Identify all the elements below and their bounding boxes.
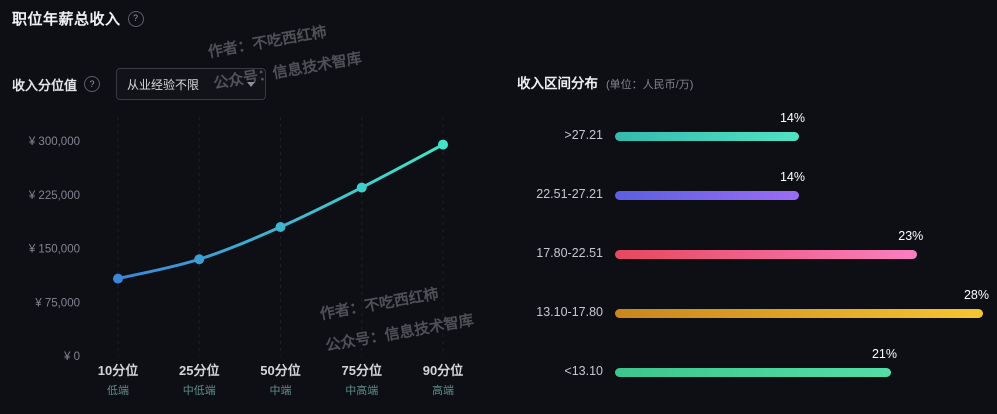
distribution-bar[interactable]: [615, 250, 918, 259]
x-axis-label: 25分位: [179, 363, 219, 378]
y-axis-label: ¥ 75,000: [34, 297, 80, 309]
percentage-label: 28%: [963, 288, 989, 302]
x-axis-label: 75分位: [342, 363, 382, 378]
experience-filter-dropdown[interactable]: 从业经验不限: [116, 68, 267, 100]
income-range-label: >27.21: [564, 128, 603, 142]
x-axis-sublabel: 低端: [107, 384, 129, 397]
chevron-down-icon: [247, 81, 256, 87]
percentage-label: 14%: [779, 170, 805, 184]
page-title-row: 职位年薪总收入 ?: [12, 8, 144, 29]
income-range-label: <13.10: [564, 364, 603, 378]
line-data-point[interactable]: [438, 139, 448, 150]
distribution-bar[interactable]: [615, 191, 799, 200]
distribution-bar[interactable]: [615, 309, 983, 318]
line-data-point[interactable]: [356, 182, 367, 193]
distribution-row: <13.10 21%: [517, 342, 983, 401]
percentile-help-icon[interactable]: ?: [84, 76, 101, 92]
x-axis-label: 50分位: [260, 363, 300, 378]
x-axis-label: 10分位: [98, 363, 138, 378]
experience-filter-value: 从业经验不限: [127, 77, 200, 92]
x-axis-sublabel: 中端: [270, 384, 292, 397]
percentile-chart-title: 收入分位值: [12, 77, 78, 93]
income-range-label: 22.51-27.21: [536, 187, 603, 201]
distribution-bar[interactable]: [615, 132, 799, 141]
line-data-point[interactable]: [113, 273, 123, 284]
y-axis-label: ¥ 0: [63, 351, 80, 363]
percentage-label: 21%: [871, 347, 897, 361]
bar-track: 28%: [615, 283, 989, 342]
y-axis-label: ¥ 225,000: [28, 190, 80, 202]
distribution-bar[interactable]: [615, 368, 891, 377]
bar-track: 21%: [615, 342, 983, 401]
watermark-author-line: 作者：不吃西红柿: [206, 23, 328, 62]
x-axis-sublabel: 高端: [432, 383, 454, 397]
percentile-section-header: 收入分位值 ? 从业经验不限: [12, 68, 267, 100]
bar-track: 14%: [615, 106, 983, 165]
distribution-row: 22.51-27.21 14%: [517, 165, 983, 224]
page-title-help-icon[interactable]: ?: [127, 10, 144, 27]
distribution-unit-note: (单位：人民币/万): [606, 79, 694, 91]
distribution-row: 13.10-17.80 28%: [517, 283, 989, 342]
y-axis-label: ¥ 300,000: [28, 136, 80, 148]
distribution-chart-title: 收入区间分布: [517, 76, 598, 91]
x-axis-label: 90分位: [423, 363, 463, 378]
income-range-label: 17.80-22.51: [536, 246, 603, 260]
income-distribution-bar-chart: >27.21 14% 22.51-27.21 14% 17.80-22.51 23% 13.…: [517, 106, 989, 401]
x-axis-sublabel: 中低端: [183, 384, 216, 397]
distribution-row: >27.21 14%: [517, 106, 983, 165]
line-data-point[interactable]: [194, 254, 205, 265]
bar-track: 14%: [615, 165, 983, 224]
distribution-row: 17.80-22.51 23%: [517, 224, 983, 283]
bar-track: 23%: [615, 224, 983, 283]
income-range-label: 13.10-17.80: [536, 305, 603, 319]
y-axis-label: ¥ 150,000: [28, 244, 80, 256]
percentage-label: 14%: [779, 111, 805, 125]
line-data-point[interactable]: [275, 222, 286, 232]
distribution-section-header: 收入区间分布 (单位：人民币/万): [517, 72, 693, 92]
percentage-label: 23%: [898, 229, 924, 243]
x-axis-sublabel: 中高端: [345, 383, 378, 397]
page-title: 职位年薪总收入: [12, 11, 121, 28]
